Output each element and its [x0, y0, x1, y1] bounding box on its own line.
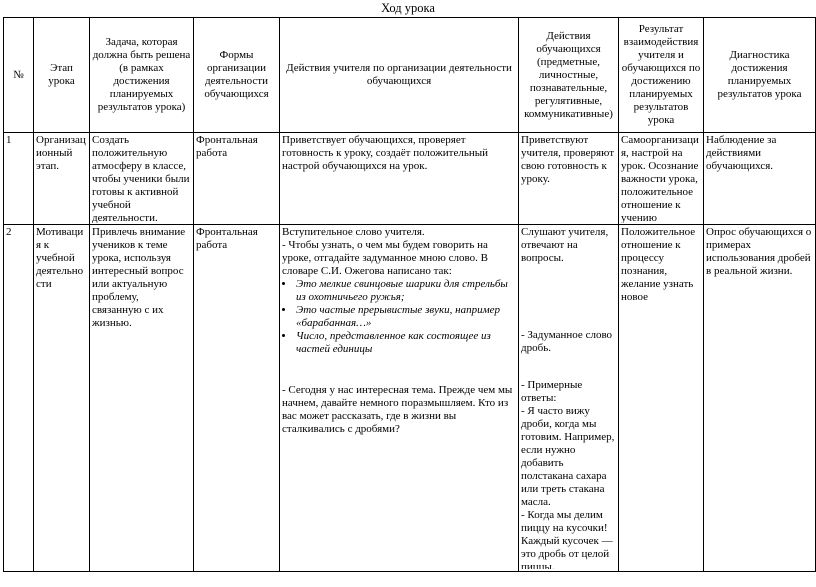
column-header-task: Задача, которая должна быть решена (в ра… [89, 17, 194, 133]
table-row-1: 1 Организационный этап. Создать положите… [3, 132, 816, 225]
header-row: № Этап урока Задача, которая должна быть… [3, 17, 816, 133]
cell-row2-form: Фронтальная работа [193, 224, 280, 572]
students-answer-2: - Когда мы делим пиццу на кусочки! Кажды… [521, 509, 613, 569]
column-header-teacher-actions: Действия учителя по организации деятельн… [279, 17, 519, 133]
lesson-plan-table: № Этап урока Задача, которая должна быть… [3, 17, 816, 572]
table-body: 1 Организационный этап. Создать положите… [3, 132, 816, 572]
column-header-result: Результат взаимодействия учителя и обуча… [618, 17, 704, 133]
cell-row2-stage: Мотивация к учебной деятельности [33, 224, 90, 572]
row1-form-text: Фронтальная работа [196, 134, 258, 159]
cell-row1-task: Создать положительную атмосферу в классе… [89, 132, 194, 225]
cell-row1-number: 1 [3, 132, 34, 225]
row2-number-text: 2 [6, 226, 12, 238]
page-title: Ход урока [381, 1, 435, 15]
teacher-followup: - Сегодня у нас интересная тема. Прежде … [282, 384, 513, 435]
cell-row2-task: Привлечь внимание учеников к теме урока,… [89, 224, 194, 572]
column-header-number: № [3, 17, 34, 133]
column-header-forms: Формы организации деятельности обучающих… [193, 17, 280, 133]
cell-row1-student-actions: Приветствуют учителя, проверяют свою гот… [518, 132, 619, 225]
row2-form-text: Фронтальная работа [196, 226, 258, 251]
cell-row2-diagnostics: Опрос обучающихся о примерах использован… [703, 224, 816, 572]
cell-row2-number: 2 [3, 224, 34, 572]
row2-diagnostics-text: Опрос обучающихся о примерах использован… [706, 226, 812, 277]
table-row-2: 2 Мотивация к учебной деятельности Привл… [3, 224, 816, 572]
cell-row2-student-actions: Слушают учителя, отвечают на вопросы. - … [518, 224, 619, 572]
definition-item: Число, представленное как состоящее из ч… [295, 330, 516, 356]
row1-students-text: Приветствуют учителя, проверяют свою гот… [521, 134, 614, 185]
students-answer-1: - Я часто вижу дроби, когда мы готовим. … [521, 405, 615, 508]
row2-task-text: Привлечь внимание учеников к теме урока,… [92, 226, 186, 329]
row1-number-text: 1 [6, 134, 12, 146]
students-listen: Слушают учителя, отвечают на вопросы. [521, 226, 609, 264]
row1-task-text: Создать положительную атмосферу в классе… [92, 134, 190, 223]
table-header: № Этап урока Задача, которая должна быть… [3, 17, 816, 133]
definition-item: Это мелкие свинцовые шарики для стрельбы… [295, 278, 516, 304]
row2-stage-text: Мотивация к учебной деятельности [36, 226, 84, 290]
cell-row1-result: Самоорганизация, настрой на урок. Осозна… [618, 132, 704, 225]
row1-diagnostics-text: Наблюдение за действиями обучающихся. [706, 134, 777, 172]
teacher-question: - Чтобы узнать, о чем мы будем говорить … [282, 239, 488, 277]
cell-row1-stage: Организационный этап. [33, 132, 90, 225]
cell-row2-teacher-actions: Вступительное слово учителя. - Чтобы узн… [279, 224, 519, 572]
students-answers-label: - Примерные ответы: [521, 379, 583, 404]
cell-row1-diagnostics: Наблюдение за действиями обучающихся. [703, 132, 816, 225]
row1-stage-text: Организационный этап. [36, 134, 86, 172]
column-header-student-actions: Действия обучающихся (предметные, личнос… [518, 17, 619, 133]
cell-row2-result: Положительное отношение к процессу позна… [618, 224, 704, 572]
students-guess: - Задуманное слово дробь. [521, 329, 613, 354]
cell-row1-form: Фронтальная работа [193, 132, 280, 225]
teacher-intro: Вступительное слово учителя. [282, 226, 425, 238]
dictionary-definitions-list: Это мелкие свинцовые шарики для стрельбы… [282, 278, 516, 356]
column-header-diagnostics: Диагностика достижения планируемых резул… [703, 17, 816, 133]
row1-teacher-text: Приветствует обучающихся, проверяет гото… [282, 134, 488, 172]
row2-result-text: Положительное отношение к процессу позна… [621, 226, 696, 303]
column-header-stage: Этап урока [33, 17, 90, 133]
row1-result-text: Самоорганизация, настрой на урок. Осозна… [621, 134, 699, 223]
cell-row1-teacher-actions: Приветствует обучающихся, проверяет гото… [279, 132, 519, 225]
definition-item: Это частые прерывистые звуки, например «… [295, 304, 516, 330]
document-page: Ход урока № Этап урока Задача, которая д… [0, 0, 816, 572]
